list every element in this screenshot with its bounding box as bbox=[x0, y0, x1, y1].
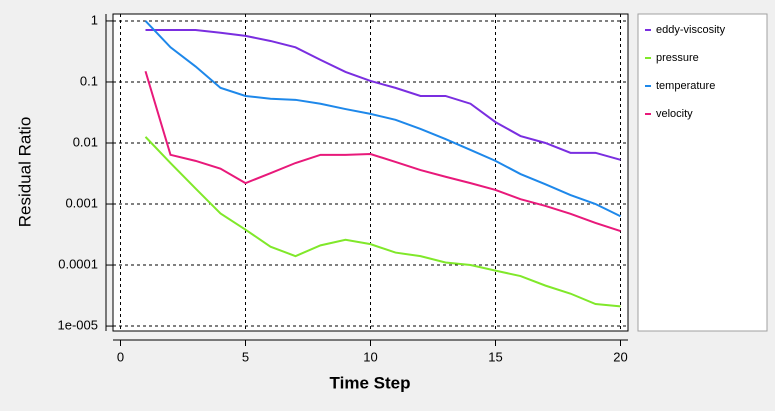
series-line bbox=[144, 136, 621, 308]
legend-label: velocity bbox=[656, 108, 693, 120]
x-tick-label: 15 bbox=[488, 349, 502, 364]
legend-label: eddy-viscosity bbox=[656, 24, 726, 36]
x-tick-label: 10 bbox=[363, 349, 377, 364]
y-tick-label: 0.0001 bbox=[58, 256, 98, 271]
legend-label: pressure bbox=[656, 52, 699, 64]
y-tick-label: 0.1 bbox=[80, 73, 98, 88]
x-tick-label: 5 bbox=[242, 349, 249, 364]
y-tick-label: 0.01 bbox=[73, 134, 98, 149]
series-line bbox=[144, 70, 621, 233]
legend-box bbox=[637, 13, 768, 332]
series-line bbox=[145, 29, 621, 161]
y-tick-label: 1e-005 bbox=[58, 317, 98, 332]
legend-label: temperature bbox=[656, 80, 715, 92]
x-axis-label: Time Step bbox=[330, 373, 411, 392]
y-tick-label: 0.001 bbox=[65, 195, 98, 210]
series-line bbox=[144, 20, 621, 218]
x-tick-label: 20 bbox=[613, 349, 627, 364]
y-tick-label: 1 bbox=[91, 12, 98, 27]
y-axis-label: Residual Ratio bbox=[15, 117, 34, 228]
x-tick-label: 0 bbox=[117, 349, 124, 364]
